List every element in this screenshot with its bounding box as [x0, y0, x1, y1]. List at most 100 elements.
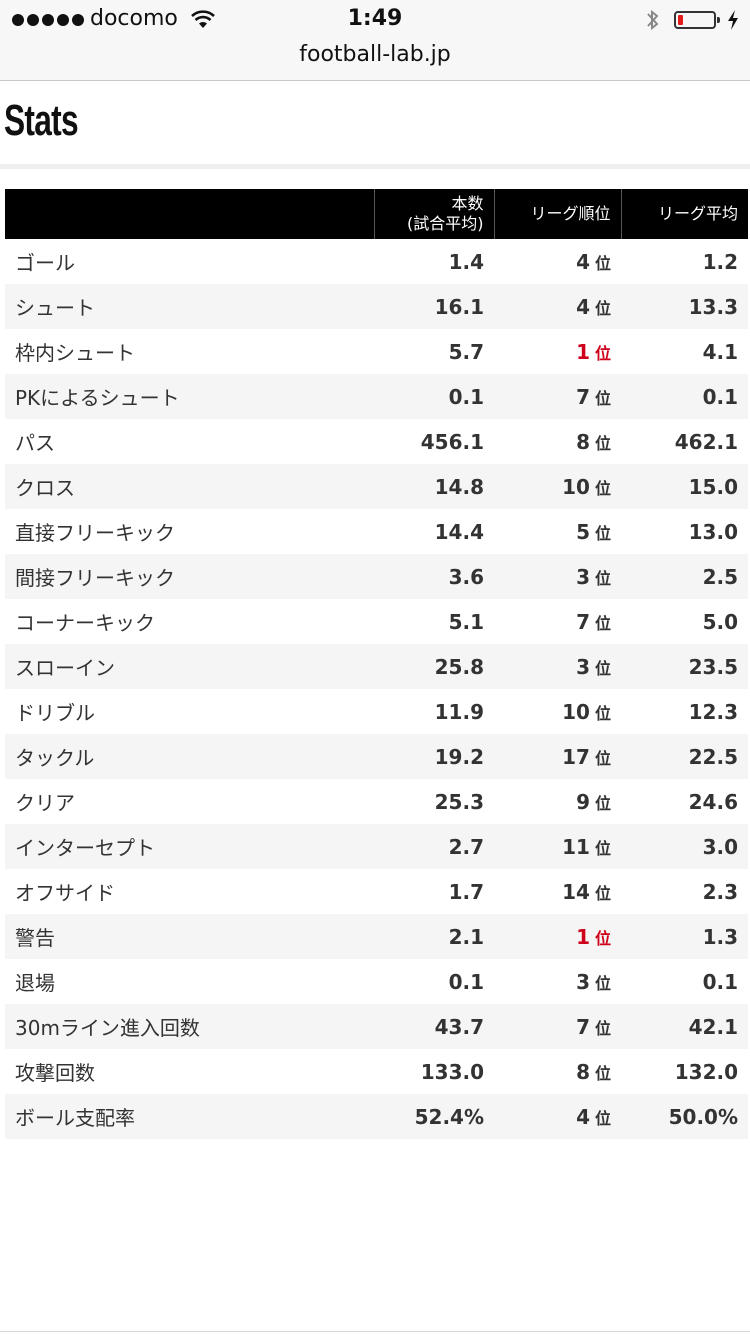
table-row: 攻撃回数 133.0 8 位 132.0 — [5, 1049, 748, 1094]
stat-average: 5.0 — [702, 609, 738, 634]
rank-number: 10 — [562, 474, 590, 499]
stat-value: 1.7 — [448, 879, 484, 904]
stat-label: スローイン — [5, 644, 374, 689]
charging-icon — [728, 10, 738, 30]
rank-unit: 位 — [594, 388, 611, 408]
rank-unit: 位 — [594, 973, 611, 993]
stat-value: 0.1 — [448, 969, 484, 994]
stat-label: 間接フリーキック — [5, 554, 374, 599]
stat-label: 攻撃回数 — [15, 1061, 95, 1085]
rank-number: 17 — [562, 744, 590, 769]
rank-unit: 位 — [594, 658, 611, 678]
address-bar-url[interactable]: football-lab.jp — [299, 42, 451, 67]
stat-value: 0.1 — [374, 374, 494, 419]
table-row: インターセプト 2.7 11 位 3.0 — [5, 824, 748, 869]
stat-average: 2.3 — [702, 879, 738, 904]
stat-average: 13.0 — [688, 519, 738, 544]
stat-average: 462.1 — [674, 429, 738, 454]
battery-level — [678, 15, 683, 25]
rank-number: 10 — [562, 699, 590, 724]
table-row: 30mライン進入回数 43.7 7 位 42.1 — [5, 1004, 748, 1049]
rank-number: 4 — [576, 294, 590, 319]
stat-label: コーナーキック — [15, 611, 155, 635]
stat-label: ゴール — [15, 251, 75, 275]
stats-table: 本数 (試合平均) リーグ順位 リーグ平均 ゴール 1.4 4 位 1.2 シュート 16.… — [5, 189, 748, 1139]
carrier-name: docomo — [90, 6, 178, 31]
stat-label: シュート — [5, 284, 374, 329]
rank-number: 8 — [576, 1059, 590, 1084]
table-body: ゴール 1.4 4 位 1.2 シュート 16.1 4 位 13.3 枠内シュート 5.7 1 位 4.1 P… — [5, 239, 748, 1139]
table-row: ゴール 1.4 4 位 1.2 — [5, 239, 748, 284]
stat-average: 0.1 — [702, 969, 738, 994]
title-divider — [0, 164, 750, 169]
rank-unit: 位 — [594, 793, 611, 813]
rank-unit: 位 — [594, 1108, 611, 1128]
table-row: 退場 0.1 3 位 0.1 — [5, 959, 748, 1004]
rank-number: 7 — [576, 1014, 590, 1039]
table-row: 枠内シュート 5.7 1 位 4.1 — [5, 329, 748, 374]
rank-number: 7 — [576, 609, 590, 634]
stat-average: 1.3 — [621, 914, 748, 959]
rank-unit: 位 — [594, 703, 611, 723]
rank-unit: 位 — [594, 748, 611, 768]
rank-unit: 位 — [594, 523, 611, 543]
rank-number: 9 — [576, 789, 590, 814]
stat-average: 13.3 — [621, 284, 748, 329]
address-bar[interactable]: football-lab.jp — [0, 40, 750, 81]
stat-average: 24.6 — [688, 789, 738, 814]
rank-number: 1 — [576, 339, 590, 364]
rank-unit: 位 — [594, 883, 611, 903]
rank-unit: 位 — [594, 568, 611, 588]
stat-value: 43.7 — [374, 1004, 494, 1049]
bluetooth-icon — [647, 9, 659, 31]
table-row: パス 456.1 8 位 462.1 — [5, 419, 748, 464]
rank-number: 3 — [576, 564, 590, 589]
stat-label: クリア — [15, 791, 75, 815]
rank-unit: 位 — [594, 343, 611, 363]
rank-unit: 位 — [594, 1063, 611, 1083]
stat-average: 132.0 — [674, 1059, 738, 1084]
stat-average: 15.0 — [621, 464, 748, 509]
stat-value: 14.4 — [434, 519, 484, 544]
table-row: コーナーキック 5.1 7 位 5.0 — [5, 599, 748, 644]
stat-average: 4.1 — [702, 339, 738, 364]
status-bar: docomo 1:49 — [0, 0, 750, 40]
stat-value: 25.8 — [374, 644, 494, 689]
table-row: クリア 25.3 9 位 24.6 — [5, 779, 748, 824]
table-row: PKによるシュート 0.1 7 位 0.1 — [5, 374, 748, 419]
stat-rank: 10 位 — [494, 689, 621, 734]
table-row: スローイン 25.8 3 位 23.5 — [5, 644, 748, 689]
stat-value: 25.3 — [434, 789, 484, 814]
stat-label: ドリブル — [15, 701, 95, 725]
stat-label: 直接フリーキック — [15, 521, 175, 545]
stat-value: 16.1 — [374, 284, 494, 329]
table-header-row: 本数 (試合平均) リーグ順位 リーグ平均 — [5, 189, 748, 239]
stat-rank: 17 位 — [494, 734, 621, 779]
stat-value: 2.7 — [374, 824, 494, 869]
stat-average: 0.1 — [621, 374, 748, 419]
stat-average: 12.3 — [688, 699, 738, 724]
stat-average: 2.5 — [621, 554, 748, 599]
wifi-icon — [191, 10, 215, 28]
stat-value: 5.7 — [448, 339, 484, 364]
stat-value: 5.1 — [448, 609, 484, 634]
rank-unit: 位 — [594, 928, 611, 948]
table-row: タックル 19.2 17 位 22.5 — [5, 734, 748, 779]
stat-average: 50.0% — [621, 1094, 748, 1139]
rank-number: 4 — [576, 1104, 590, 1129]
stat-value: 456.1 — [420, 429, 484, 454]
stat-label: クロス — [5, 464, 374, 509]
table-row: ドリブル 11.9 10 位 12.3 — [5, 689, 748, 734]
stat-value: 14.8 — [374, 464, 494, 509]
rank-number: 7 — [576, 384, 590, 409]
header-value: 本数 (試合平均) — [373, 189, 494, 239]
rank-number: 3 — [576, 969, 590, 994]
header-value-line2: (試合平均) — [407, 214, 484, 233]
header-rank: リーグ順位 — [493, 189, 621, 239]
